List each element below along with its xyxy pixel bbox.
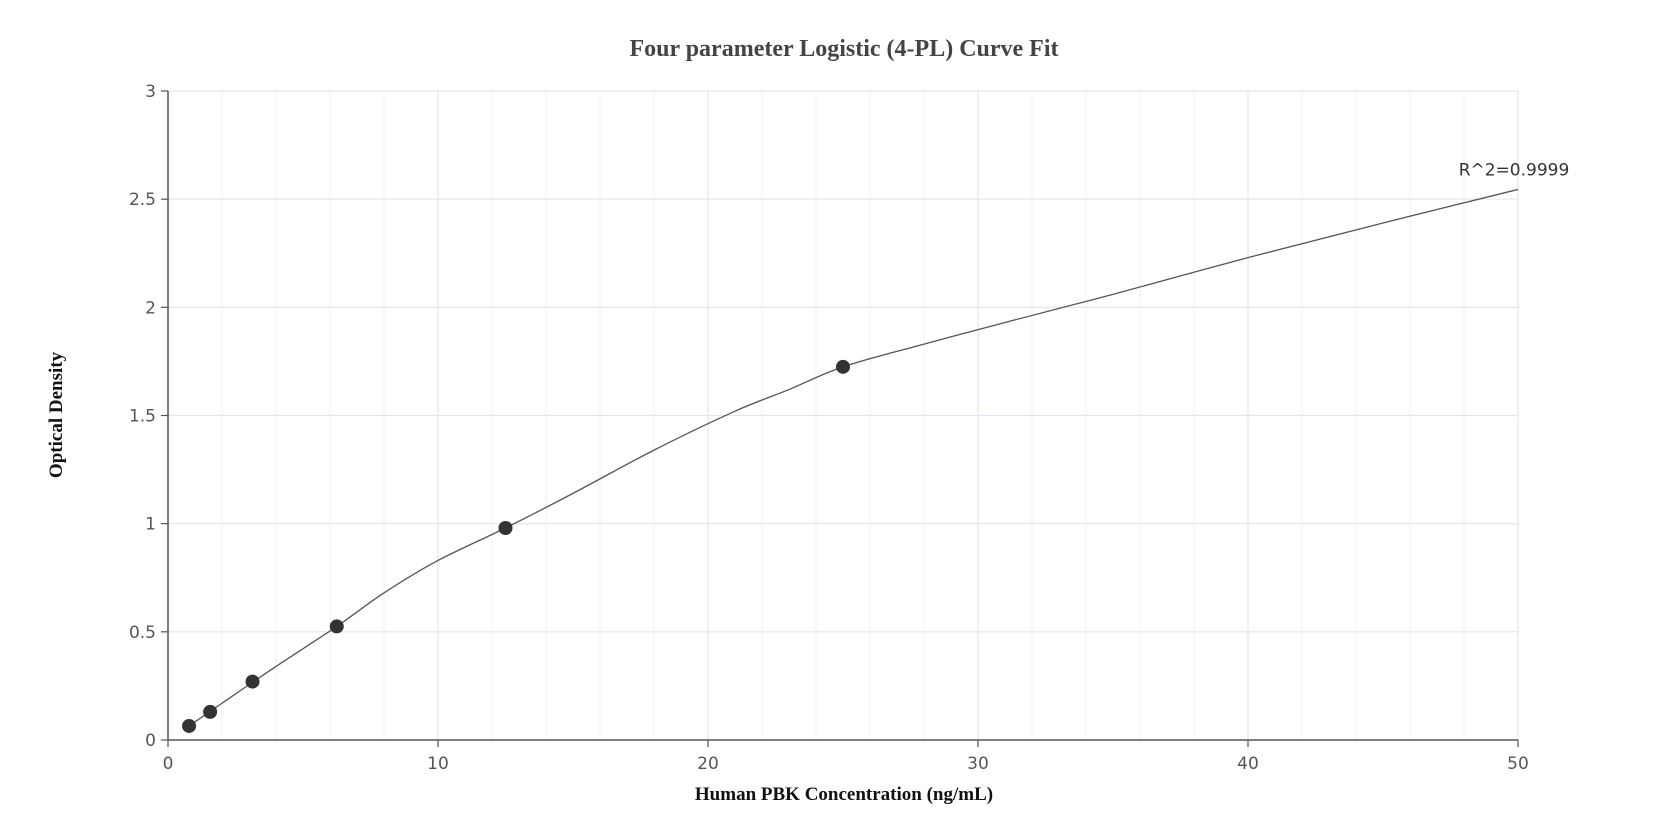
- data-point: [498, 520, 513, 535]
- data-points: [182, 359, 850, 733]
- data-point: [836, 359, 850, 374]
- y-tick-label: 2.5: [129, 190, 156, 210]
- x-tick-label: 20: [697, 754, 719, 774]
- fit-curve-layer: [188, 188, 1519, 727]
- data-point: [329, 619, 344, 634]
- x-tick-label: 10: [427, 754, 449, 774]
- grid-layer: [168, 90, 1519, 740]
- y-tick-label: 0.5: [129, 623, 156, 643]
- x-tick-label: 30: [967, 754, 989, 774]
- x-axis-title: Human PBK Concentration (ng/mL): [695, 784, 993, 805]
- y-tick-label: 1.5: [129, 407, 156, 427]
- x-tick-label: 50: [1507, 754, 1529, 774]
- r-squared-annotation: R^2=0.9999: [1459, 160, 1570, 180]
- chart-title: Four parameter Logistic (4-PL) Curve Fit: [629, 36, 1058, 62]
- x-tick-label: 40: [1237, 754, 1259, 774]
- axes-layer: [161, 90, 1519, 747]
- data-point: [245, 674, 260, 689]
- y-tick-label: 0: [145, 731, 156, 751]
- data-point: [203, 704, 218, 719]
- y-tick-label: 3: [145, 82, 156, 102]
- x-tick-label: 0: [163, 754, 174, 774]
- tick-labels: 00.511.522.530 10 20 30 40 50: [129, 82, 1529, 774]
- fit-curve-line: [188, 188, 1519, 727]
- data-point: [182, 718, 197, 733]
- y-tick-label: 2: [145, 298, 156, 318]
- y-axis-title: Optical Density: [46, 351, 67, 478]
- y-tick-label: 1: [145, 515, 156, 535]
